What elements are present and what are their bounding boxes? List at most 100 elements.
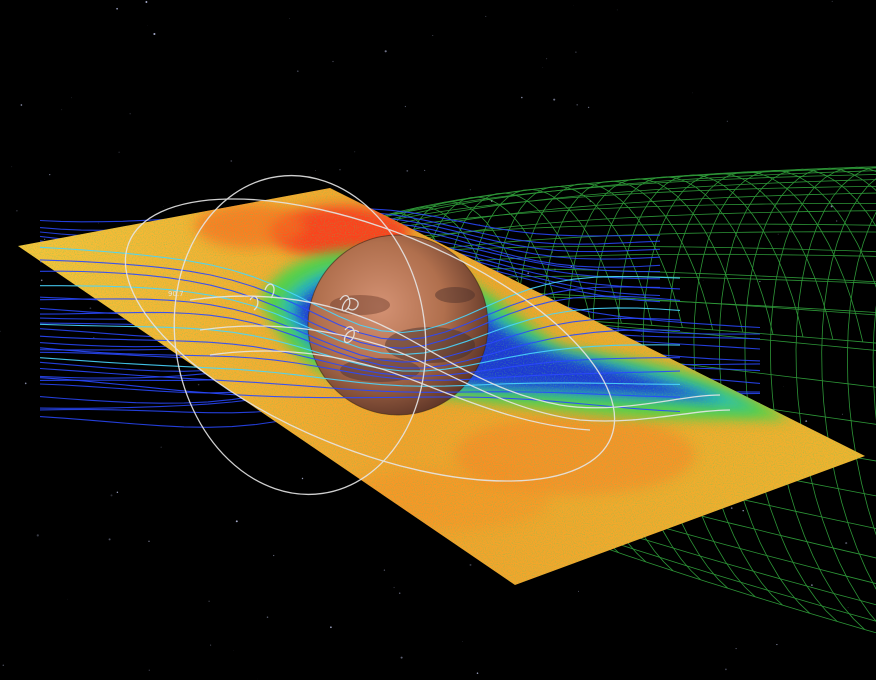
field-line — [39, 298, 681, 363]
star — [148, 540, 150, 543]
star — [197, 383, 200, 386]
star — [575, 51, 577, 53]
star — [315, 169, 317, 171]
star — [98, 222, 99, 224]
star — [534, 261, 535, 262]
star — [742, 509, 744, 512]
star — [841, 413, 843, 415]
star — [404, 105, 407, 108]
star — [831, 0, 833, 2]
star — [400, 656, 403, 659]
star — [542, 67, 544, 68]
star — [148, 669, 150, 671]
star — [735, 648, 737, 650]
star — [398, 592, 401, 594]
star — [301, 477, 304, 480]
star — [145, 1, 148, 3]
field-line — [39, 259, 681, 341]
star — [273, 554, 275, 557]
star — [2, 664, 5, 667]
mesh-ring — [795, 166, 876, 622]
star — [759, 281, 761, 283]
field-line — [39, 270, 681, 349]
star — [67, 598, 68, 600]
star — [730, 507, 733, 509]
mesh-meridian — [307, 210, 876, 292]
star — [210, 644, 212, 646]
star — [847, 607, 849, 608]
star — [476, 672, 479, 674]
orbit-track — [249, 283, 360, 344]
star — [40, 279, 43, 282]
star — [520, 96, 523, 99]
star — [116, 7, 118, 10]
mesh-meridian — [310, 231, 876, 296]
star — [577, 590, 579, 592]
star — [845, 542, 848, 545]
star — [811, 584, 813, 586]
star — [777, 233, 779, 235]
field-line — [39, 367, 681, 398]
star — [24, 382, 27, 385]
star — [153, 32, 156, 36]
star — [384, 50, 387, 53]
star — [692, 92, 693, 94]
field-line — [39, 357, 681, 387]
magnetic-field-lines-front — [39, 246, 681, 413]
star — [462, 641, 463, 642]
star — [469, 563, 472, 566]
mesh-ring — [769, 166, 876, 630]
field-line — [39, 323, 681, 372]
star — [71, 97, 72, 99]
orbit-ellipse — [124, 198, 616, 482]
star — [61, 109, 63, 111]
star — [836, 220, 838, 222]
star — [296, 70, 299, 73]
orbit-track — [189, 295, 721, 409]
star — [354, 151, 356, 153]
star — [235, 520, 238, 523]
star — [783, 386, 784, 387]
star — [20, 104, 23, 106]
mesh-ring — [718, 168, 876, 614]
star — [93, 337, 95, 339]
star — [147, 25, 149, 26]
star — [830, 205, 833, 208]
star — [289, 18, 290, 19]
star — [393, 586, 395, 589]
star — [89, 307, 92, 310]
star — [587, 106, 590, 109]
star — [44, 238, 46, 240]
star — [553, 98, 556, 101]
mesh-meridian — [294, 166, 876, 283]
star — [702, 279, 704, 281]
star — [641, 334, 643, 336]
star — [266, 616, 269, 618]
star — [0, 330, 1, 332]
field-line — [39, 335, 680, 377]
star — [16, 209, 18, 212]
mesh-ring — [846, 211, 876, 536]
star — [49, 173, 51, 176]
star — [160, 446, 162, 448]
star — [129, 113, 131, 115]
star — [208, 600, 210, 602]
star — [116, 491, 119, 494]
star — [108, 538, 111, 541]
field-line — [40, 285, 681, 356]
field-line — [39, 246, 681, 334]
star — [432, 34, 434, 36]
orbit-label: 90.7 — [168, 290, 184, 298]
star — [424, 169, 426, 171]
star — [485, 15, 487, 17]
star — [406, 170, 409, 172]
field-line — [39, 311, 681, 369]
star — [36, 534, 39, 537]
field-line — [39, 377, 681, 413]
star — [726, 120, 728, 122]
mesh-meridian — [304, 192, 876, 288]
mesh-meridian — [298, 170, 876, 284]
star — [527, 272, 530, 275]
star — [330, 626, 332, 629]
